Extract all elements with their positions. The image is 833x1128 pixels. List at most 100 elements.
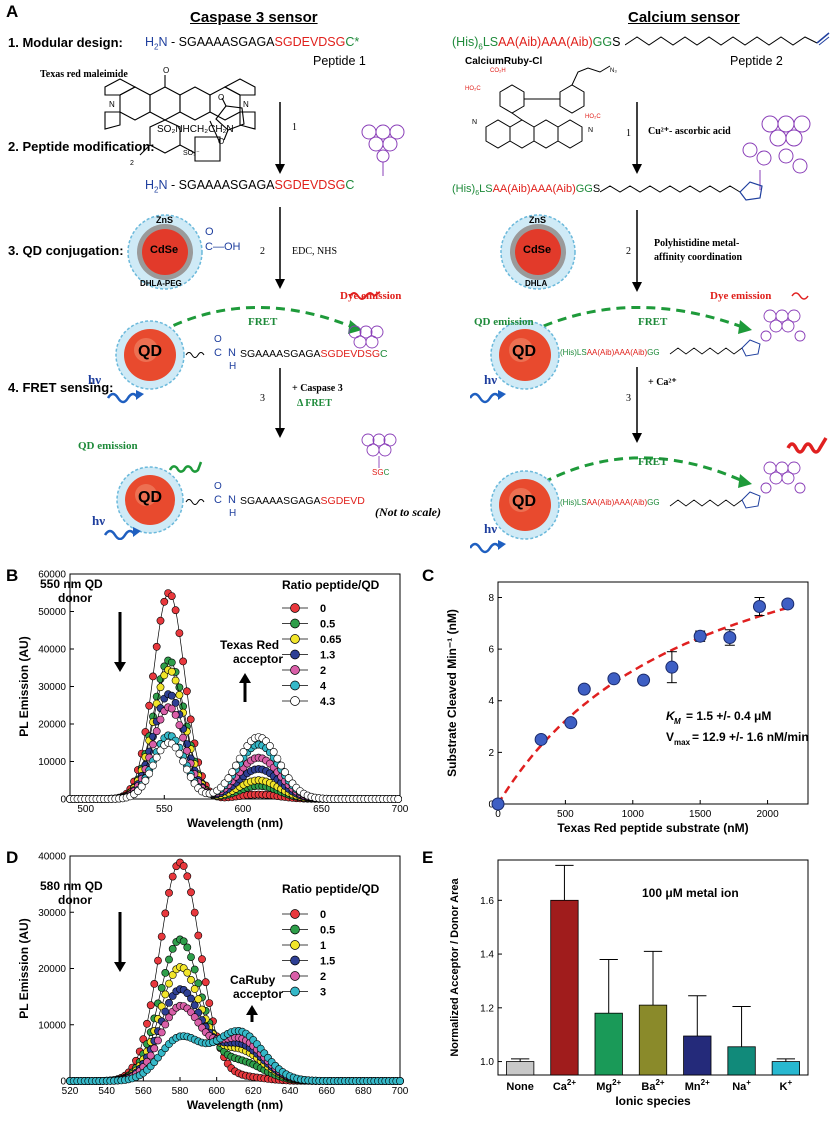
mod-red: SGDEVDSG <box>274 178 346 192</box>
d-data-point <box>194 931 203 940</box>
d-data-point <box>150 979 159 988</box>
cleaved-amide-h: H <box>229 508 237 519</box>
b-annot-donor: 550 nm QD <box>40 577 103 591</box>
d-x-tick-label: 600 <box>208 1086 225 1097</box>
e-category-label: Ca2+ <box>553 1078 577 1093</box>
d-data-point <box>190 908 199 917</box>
d-data-point <box>187 975 195 984</box>
b-data-point <box>175 749 184 758</box>
texas-red-dye-icon <box>361 124 405 176</box>
h2n-h: H <box>145 35 155 49</box>
calcium-step-1-number: 1 <box>626 128 631 139</box>
b-data-point <box>156 683 165 692</box>
b-data-point <box>186 715 195 724</box>
c-x-axis-label: Texas Red peptide substrate (nM) <box>557 821 748 835</box>
cs2-red: AA(Aib)AAA(Aib) <box>586 498 648 507</box>
e-y-tick-label: 1.4 <box>480 950 494 961</box>
e-category-label: Mg2+ <box>596 1078 621 1093</box>
b-data-point <box>137 782 146 791</box>
e-category-charge: + <box>787 1078 792 1087</box>
cleaved-amide-o: O <box>214 481 222 492</box>
b-data-point <box>156 746 165 755</box>
c-data-point <box>781 597 795 611</box>
svg-text:O: O <box>163 66 169 75</box>
calcium-bound-sequence-1: (His)LSAA(Aib)AAA(Aib)GG <box>560 348 660 357</box>
cs2-gg: GG <box>647 498 660 507</box>
h2n-n: N <box>158 35 168 49</box>
pep1-red: SGDEVDSG <box>274 35 346 49</box>
calcium-arrow-1 <box>632 102 642 174</box>
d-data-point <box>161 1020 170 1029</box>
d-x-tick-label: 540 <box>98 1086 115 1097</box>
plus-ca-label: + Ca²⁺ <box>648 377 677 388</box>
d-data-point <box>179 937 188 946</box>
d-annot-donor-2: donor <box>58 893 92 907</box>
b-data-point <box>152 753 161 762</box>
c-data-point <box>752 600 766 614</box>
d-x-tick-label: 660 <box>318 1086 335 1097</box>
b-data-point <box>145 769 154 778</box>
pep1-green: C* <box>345 35 360 49</box>
b-data-point <box>273 754 282 763</box>
cleaved-amide-n: N <box>228 494 236 506</box>
caspase-header: Caspase 3 sensor <box>190 9 318 26</box>
c-data-point <box>577 682 591 696</box>
caspase-hv-label-2: hν <box>92 513 106 528</box>
d-y-tick-label: 10000 <box>38 1020 66 1031</box>
c-data-point <box>607 672 621 686</box>
mod-green: C <box>345 178 355 192</box>
cs1-ls: LS <box>576 348 587 357</box>
c-data-point <box>723 631 737 644</box>
chart-b: 550 nm QD donor Texas Red acceptor Ratio… <box>17 570 409 831</box>
panel-c-label: C <box>422 566 435 585</box>
dhla-label: DHLA <box>525 279 548 288</box>
e-category-label: Mn2+ <box>685 1078 710 1093</box>
b-data-point <box>171 698 180 707</box>
d-data-point <box>157 983 166 992</box>
plus-caspase-label: + Caspase 3 <box>292 383 343 394</box>
d-legend-label: 2 <box>320 971 326 983</box>
c-data-point <box>534 732 548 746</box>
b-legend-marker <box>290 603 300 613</box>
b-data-point <box>171 606 180 615</box>
panel-b-label: B <box>6 566 19 585</box>
d-data-point <box>161 909 170 918</box>
calcium-qd-label-2: QD <box>512 493 536 510</box>
b-donor-arrow-head <box>114 662 126 672</box>
b-legend-label: 0 <box>320 603 326 615</box>
b-legend-label: 0.5 <box>320 619 335 631</box>
released-sgc: SGC <box>372 468 389 477</box>
b-y-tick-label: 20000 <box>38 720 66 731</box>
b-data-point <box>152 692 161 701</box>
b-data-point <box>167 658 176 667</box>
d-acceptor-arrow-head <box>246 1005 258 1015</box>
d-data-point <box>165 955 173 964</box>
d-legend-title: Ratio peptide/QD <box>282 882 380 896</box>
b-data-point <box>167 667 176 676</box>
b-data-point <box>160 597 169 606</box>
cooh-oxygen: O <box>205 226 214 238</box>
b-x-tick-label: 600 <box>235 804 252 815</box>
b-y-tick-label: 30000 <box>38 682 66 693</box>
b-data-point <box>182 765 191 774</box>
d-data-point <box>190 1013 199 1022</box>
e-category-charge: 2+ <box>567 1078 576 1087</box>
caspase-fret-label: FRET <box>248 316 278 328</box>
calcium-ruby-dye-icon <box>742 115 811 190</box>
c-vmax-v: V <box>666 730 674 744</box>
pep2-gg: GG <box>592 35 613 49</box>
caspase-qd-label-2: QD <box>138 489 162 506</box>
c-km-val: = 1.5 +/- 0.4 μM <box>686 709 771 723</box>
b-legend-label: 0.65 <box>320 634 341 646</box>
d-data-point <box>190 985 199 993</box>
d-data-point <box>154 956 162 965</box>
b-data-point <box>152 727 161 736</box>
b-data-point <box>228 768 237 776</box>
sgc-green: C <box>383 468 390 477</box>
d-data-point <box>157 932 166 941</box>
b-data-point <box>182 746 191 755</box>
calcium-fret-label-1: FRET <box>638 316 668 328</box>
pep2-his-sub: 6 <box>478 42 483 52</box>
pep2-s: S <box>612 35 621 49</box>
b-data-point <box>175 721 184 729</box>
